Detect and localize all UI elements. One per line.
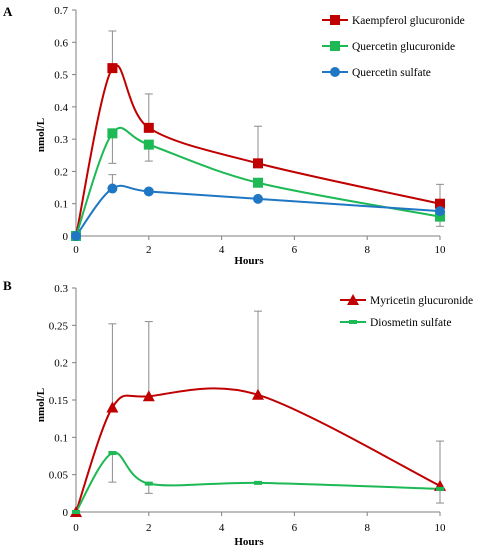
- data-point: [107, 63, 118, 74]
- legend-marker: [347, 294, 359, 305]
- series-line: [75, 126, 441, 237]
- panel-b: B nmol/L Hours 0 0.05 0.1 0.15 0.2 0.25 0.3 0 2 4…: [3, 278, 473, 548]
- data-point: [72, 510, 80, 514]
- series-line: [75, 184, 441, 237]
- y-tick-label: 0.05: [49, 470, 69, 482]
- y-tick-label: 0.25: [49, 320, 69, 332]
- panel-b-series-lines: [75, 387, 441, 513]
- x-tick-label: 6: [292, 244, 298, 256]
- y-tick-label: 0.5: [54, 70, 68, 82]
- panel-a: A nmol/L Hours 0 0.1 0.2 0.3 0.4 0.5 0.6 0.7 0 2 4…: [3, 4, 465, 267]
- y-tick-label: 0.15: [49, 395, 69, 407]
- panel-a-legend: Kaempferol glucuronide Quercetin glucuron…: [322, 15, 465, 79]
- data-point: [142, 390, 155, 402]
- data-point: [435, 198, 445, 209]
- y-tick-label: 0.4: [54, 102, 68, 114]
- panel-b-markers: [70, 388, 446, 517]
- data-point: [253, 158, 263, 169]
- x-tick-label: 4: [219, 244, 225, 256]
- x-tick-label: 10: [435, 244, 447, 256]
- panel-a-letter: A: [3, 4, 13, 19]
- data-point: [252, 388, 264, 400]
- x-tick-label: 0: [73, 522, 79, 534]
- panel-b-axes: 0 0.05 0.1 0.15 0.2 0.25 0.3 0 2 4 6 8 10: [49, 283, 446, 534]
- legend-marker: [330, 15, 340, 25]
- x-tick-label: 2: [146, 522, 152, 534]
- y-tick-label: 0: [63, 507, 69, 519]
- legend-marker: [330, 41, 340, 51]
- panel-b-letter: B: [3, 278, 12, 293]
- data-point: [143, 139, 154, 150]
- x-tick-label: 8: [364, 244, 370, 256]
- panel-b-legend: Myricetin glucuronide Diosmetin sulfate: [340, 294, 473, 329]
- y-tick-label: 0.7: [54, 5, 68, 17]
- y-tick-label: 0.2: [54, 358, 68, 370]
- legend-marker: [349, 320, 357, 324]
- legend-label: Kaempferol glucuronide: [352, 15, 465, 27]
- y-tick-label: 0: [63, 231, 69, 243]
- data-point: [107, 183, 118, 194]
- data-point: [143, 186, 154, 197]
- y-tick-label: 0.6: [54, 37, 68, 49]
- data-point: [254, 480, 262, 485]
- data-point: [435, 206, 445, 217]
- legend-marker: [330, 67, 340, 77]
- data-point: [253, 177, 263, 188]
- x-tick-label: 0: [73, 244, 79, 256]
- panel-b-y-axis-label: nmol/L: [35, 388, 47, 422]
- legend-label: Diosmetin sulfate: [370, 317, 451, 329]
- data-point: [143, 122, 154, 133]
- series-line: [75, 451, 441, 513]
- data-point: [144, 481, 153, 486]
- data-point: [107, 128, 118, 139]
- y-tick-label: 0.3: [54, 283, 68, 295]
- legend-label: Myricetin glucuronide: [370, 295, 473, 307]
- panel-a-y-axis-label: nmol/L: [35, 118, 47, 152]
- x-tick-label: 2: [146, 244, 152, 256]
- y-tick-label: 0.2: [54, 166, 68, 178]
- data-point: [435, 211, 445, 222]
- x-tick-label: 10: [435, 522, 447, 534]
- legend-label: Quercetin sulfate: [352, 67, 431, 79]
- data-point: [253, 193, 263, 204]
- panel-a-error-bars: [108, 30, 444, 227]
- x-tick-label: 8: [364, 522, 370, 534]
- y-tick-label: 0.3: [54, 134, 68, 146]
- data-point: [436, 486, 444, 491]
- y-tick-label: 0.1: [54, 199, 68, 211]
- x-tick-label: 4: [219, 522, 225, 534]
- panel-a-x-axis-label: Hours: [234, 255, 264, 267]
- data-point: [71, 231, 81, 241]
- series-line: [75, 387, 441, 513]
- data-point: [106, 401, 119, 413]
- panel-b-error-bars: [108, 310, 444, 504]
- panel-b-x-axis-label: Hours: [234, 536, 264, 548]
- x-tick-label: 6: [292, 522, 298, 534]
- legend-label: Quercetin glucuronide: [352, 41, 455, 53]
- y-tick-label: 0.1: [54, 432, 68, 444]
- data-point: [108, 451, 117, 456]
- panel-a-markers: [71, 63, 445, 241]
